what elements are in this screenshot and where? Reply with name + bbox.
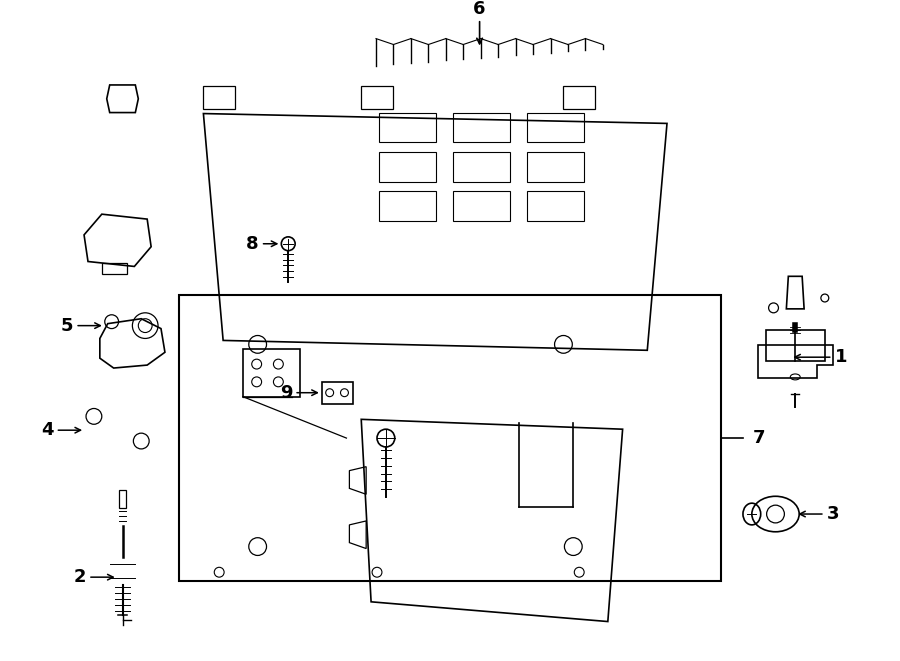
- Bar: [526, 192, 584, 221]
- Bar: [379, 192, 436, 221]
- Bar: [526, 112, 584, 142]
- Bar: [179, 295, 721, 581]
- Text: 5: 5: [60, 317, 73, 334]
- Text: 1: 1: [834, 348, 847, 366]
- Text: 9: 9: [280, 383, 292, 402]
- Bar: [766, 330, 824, 361]
- Bar: [119, 490, 127, 508]
- Text: 6: 6: [473, 0, 486, 18]
- Text: 4: 4: [41, 421, 53, 439]
- Bar: [379, 152, 436, 182]
- Bar: [526, 152, 584, 182]
- Text: 7: 7: [752, 429, 765, 447]
- Bar: [453, 192, 510, 221]
- Text: 3: 3: [827, 505, 840, 523]
- Bar: [453, 112, 510, 142]
- Bar: [379, 112, 436, 142]
- Bar: [453, 152, 510, 182]
- Text: 8: 8: [246, 235, 258, 253]
- Bar: [243, 349, 300, 397]
- Bar: [322, 382, 354, 404]
- Text: 2: 2: [74, 568, 86, 586]
